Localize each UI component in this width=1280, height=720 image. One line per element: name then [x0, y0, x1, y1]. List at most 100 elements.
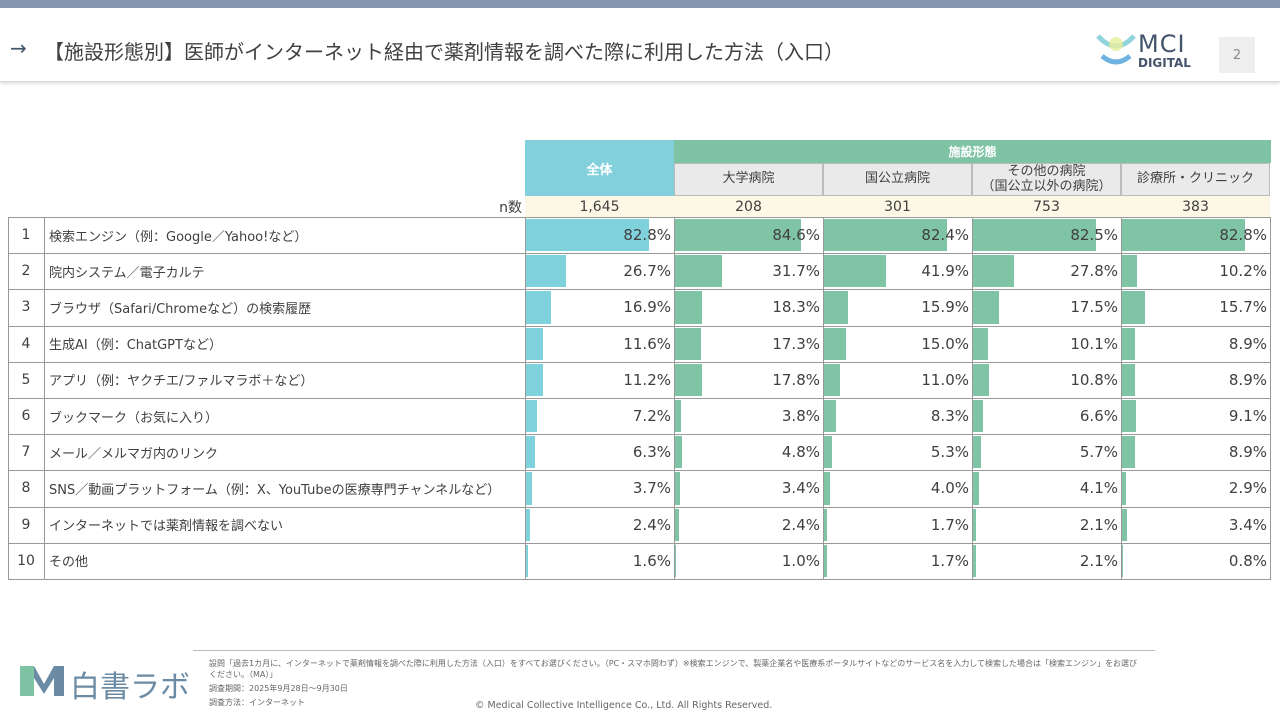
row-label: ブラウザ（Safari/Chromeなど）の検索履歴: [49, 301, 312, 317]
row-label: 検索エンジン（例：Google／Yahoo!など）: [49, 229, 308, 245]
bar: [675, 219, 802, 252]
bar: [1122, 472, 1127, 505]
n-label: n数: [499, 199, 522, 216]
row-label: インターネットでは薬剤情報を調べない: [49, 519, 284, 535]
value-cell: 15.0%: [823, 325, 972, 362]
bar: [1122, 219, 1246, 252]
value-cell: 27.8%: [972, 253, 1121, 290]
row-number: 3: [8, 289, 45, 326]
value-label: 4.8%: [781, 443, 820, 462]
value-cell: 10.2%: [1121, 253, 1270, 290]
value-cell: 1.7%: [823, 506, 972, 543]
value-cell: 11.6%: [525, 325, 674, 362]
value-cell: 2.4%: [525, 506, 674, 543]
value-cell: 8.9%: [1121, 434, 1270, 471]
bar: [1122, 363, 1136, 396]
row-number: 6: [8, 398, 45, 435]
value-label: 82.8%: [623, 226, 671, 245]
value-label: 1.0%: [781, 551, 820, 570]
bar: [824, 327, 847, 360]
bar: [1122, 508, 1128, 541]
value-label: 8.9%: [1228, 370, 1267, 389]
value-cell: 6.6%: [972, 398, 1121, 435]
page-title: 【施設形態別】医師がインターネット経由で薬剤情報を調べた際に利用した方法（入口）: [44, 40, 844, 64]
bar: [824, 255, 887, 288]
bar: [824, 508, 827, 541]
value-label: 84.6%: [772, 226, 820, 245]
header-column: 診療所・クリニック: [1121, 163, 1270, 196]
bar: [824, 544, 827, 577]
value-label: 10.8%: [1070, 370, 1118, 389]
row-number: 4: [8, 325, 45, 362]
value-cell: 3.4%: [1121, 506, 1270, 543]
value-label: 3.7%: [632, 479, 671, 498]
value-cell: 17.5%: [972, 289, 1121, 326]
table-row: [8, 542, 1271, 580]
value-label: 11.2%: [623, 370, 671, 389]
header-total: 全体: [525, 140, 674, 196]
bar: [675, 363, 702, 396]
mci-logo-icon: [1096, 34, 1136, 65]
row-number: 7: [8, 434, 45, 471]
header-column: 大学病院: [674, 163, 823, 196]
value-label: 7.2%: [632, 407, 671, 426]
value-label: 2.4%: [632, 515, 671, 534]
bar: [973, 255, 1015, 288]
header-facility-group: 施設形態: [674, 140, 1271, 163]
value-cell: 16.9%: [525, 289, 674, 326]
value-cell: 17.8%: [674, 361, 823, 398]
bar: [824, 291, 848, 324]
bar: [675, 508, 679, 541]
page-number: 2: [1219, 37, 1255, 73]
footnote-period: 調査期間：2025年9月28日～9月30日: [209, 684, 348, 693]
row-number: 1: [8, 217, 45, 254]
bar: [1122, 436, 1136, 469]
logo-text-digital: DIGITAL: [1138, 56, 1191, 70]
value-cell: 4.1%: [972, 470, 1121, 507]
bar: [675, 472, 681, 505]
bar: [526, 472, 532, 505]
bar: [526, 363, 543, 396]
value-cell: 3.4%: [674, 470, 823, 507]
bar: [973, 291, 1000, 324]
bar: [675, 291, 703, 324]
bar: [1122, 291, 1146, 324]
value-label: 8.9%: [1228, 443, 1267, 462]
value-cell: 8.9%: [1121, 325, 1270, 362]
value-label: 15.9%: [921, 298, 969, 317]
value-label: 15.7%: [1219, 298, 1267, 317]
value-label: 2.4%: [781, 515, 820, 534]
slide-header: → 【施設形態別】医師がインターネット経由で薬剤情報を調べた際に利用した方法（入…: [0, 8, 1280, 82]
value-cell: 82.8%: [1121, 217, 1270, 254]
value-cell: 15.7%: [1121, 289, 1270, 326]
value-label: 17.5%: [1070, 298, 1118, 317]
bar: [973, 219, 1096, 252]
bar: [973, 363, 990, 396]
value-cell: 0.8%: [1121, 542, 1270, 579]
footnote-method: 調査方法：インターネット: [209, 698, 305, 707]
arrow-right-icon: →: [10, 36, 27, 60]
row-label: その他: [49, 555, 89, 571]
value-label: 82.5%: [1070, 226, 1118, 245]
value-cell: 2.1%: [972, 542, 1121, 579]
copyright: © Medical Collective Intelligence Co., L…: [475, 700, 773, 711]
value-cell: 4.0%: [823, 470, 972, 507]
row-label: 院内システム／電子カルテ: [49, 265, 205, 281]
bar: [824, 400, 837, 433]
bar: [675, 400, 681, 433]
value-label: 4.0%: [930, 479, 969, 498]
value-label: 1.7%: [930, 551, 969, 570]
value-cell: 18.3%: [674, 289, 823, 326]
value-label: 18.3%: [772, 298, 820, 317]
value-label: 2.9%: [1228, 479, 1267, 498]
row-label: ブックマーク（お気に入り）: [49, 410, 219, 426]
n-value: 208: [674, 196, 823, 217]
row-number: 9: [8, 506, 45, 543]
value-cell: 10.8%: [972, 361, 1121, 398]
row-number: 8: [8, 470, 45, 507]
bar: [526, 400, 537, 433]
n-value: 1,645: [525, 196, 674, 217]
value-cell: 5.3%: [823, 434, 972, 471]
value-label: 1.7%: [930, 515, 969, 534]
bar: [526, 255, 566, 288]
